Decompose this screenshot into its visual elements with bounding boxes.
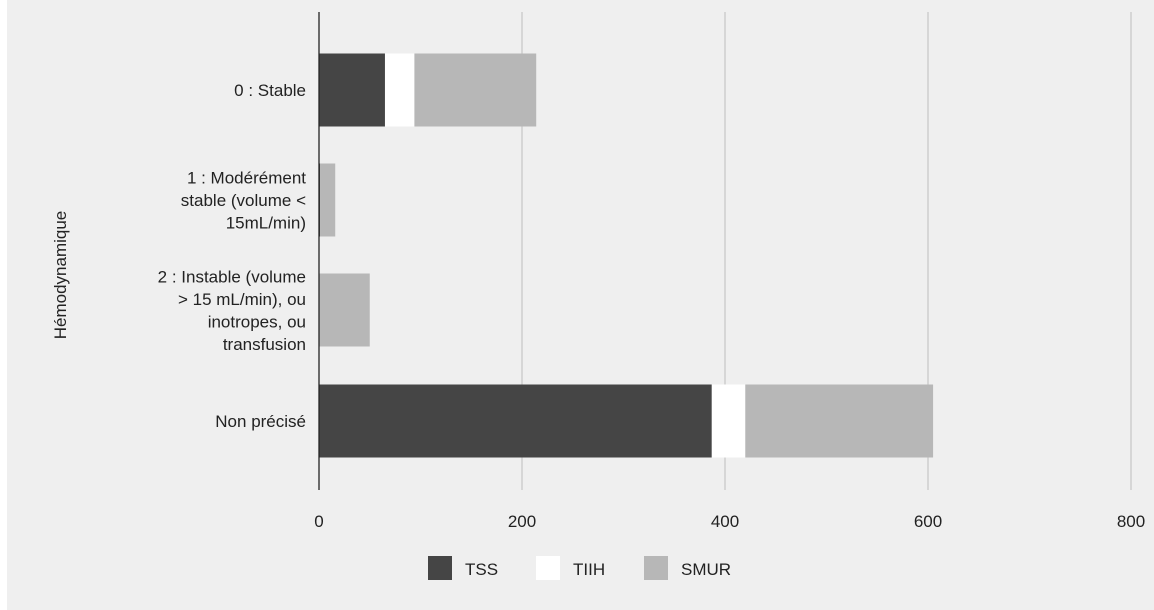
x-tick-label: 600 bbox=[914, 512, 942, 531]
stacked-bar-chart: 0 200 400 600 800 0 : Stable 1 : Modérément sta… bbox=[51, 12, 1145, 580]
chart-panel: 0 200 400 600 800 0 : Stable 1 : Modérément sta… bbox=[7, 0, 1154, 610]
category-label: Non précisé bbox=[215, 412, 306, 431]
bar-segment-smur bbox=[414, 53, 537, 127]
bar-segment-tiih bbox=[711, 384, 746, 458]
bar-segment-smur bbox=[745, 384, 934, 458]
bars bbox=[319, 53, 934, 458]
legend-label-tss: TSS bbox=[465, 560, 498, 579]
bar-segment-tss bbox=[319, 53, 385, 127]
category-label: 0 : Stable bbox=[234, 81, 306, 100]
x-tick-label: 0 bbox=[314, 512, 323, 531]
legend-label-tiih: TIIH bbox=[573, 560, 605, 579]
legend-label-smur: SMUR bbox=[681, 560, 731, 579]
legend-swatch-tiih bbox=[536, 556, 560, 580]
category-label: 1 : Modérément bbox=[187, 169, 306, 188]
legend: TSS TIIH SMUR bbox=[428, 556, 731, 580]
category-label: 15mL/min) bbox=[226, 214, 306, 233]
bar-segment-tiih bbox=[384, 53, 415, 127]
legend-swatch-tss bbox=[428, 556, 452, 580]
bar-segment-tss bbox=[319, 384, 712, 458]
category-label: stable (volume < bbox=[181, 191, 306, 210]
legend-swatch-smur bbox=[644, 556, 668, 580]
x-tick-label: 400 bbox=[711, 512, 739, 531]
category-label: inotropes, ou bbox=[208, 312, 306, 331]
category-label: transfusion bbox=[223, 335, 306, 354]
y-axis-title: Hémodynamique bbox=[51, 211, 70, 340]
axes: 0 200 400 600 800 0 : Stable 1 : Modérément sta… bbox=[158, 12, 1145, 531]
x-tick-label: 200 bbox=[508, 512, 536, 531]
category-label: > 15 mL/min), ou bbox=[178, 290, 306, 309]
x-tick-label: 800 bbox=[1117, 512, 1145, 531]
bar-segment-smur bbox=[319, 273, 370, 347]
bar-segment-smur bbox=[320, 163, 336, 237]
category-label: 2 : Instable (volume bbox=[158, 267, 306, 286]
